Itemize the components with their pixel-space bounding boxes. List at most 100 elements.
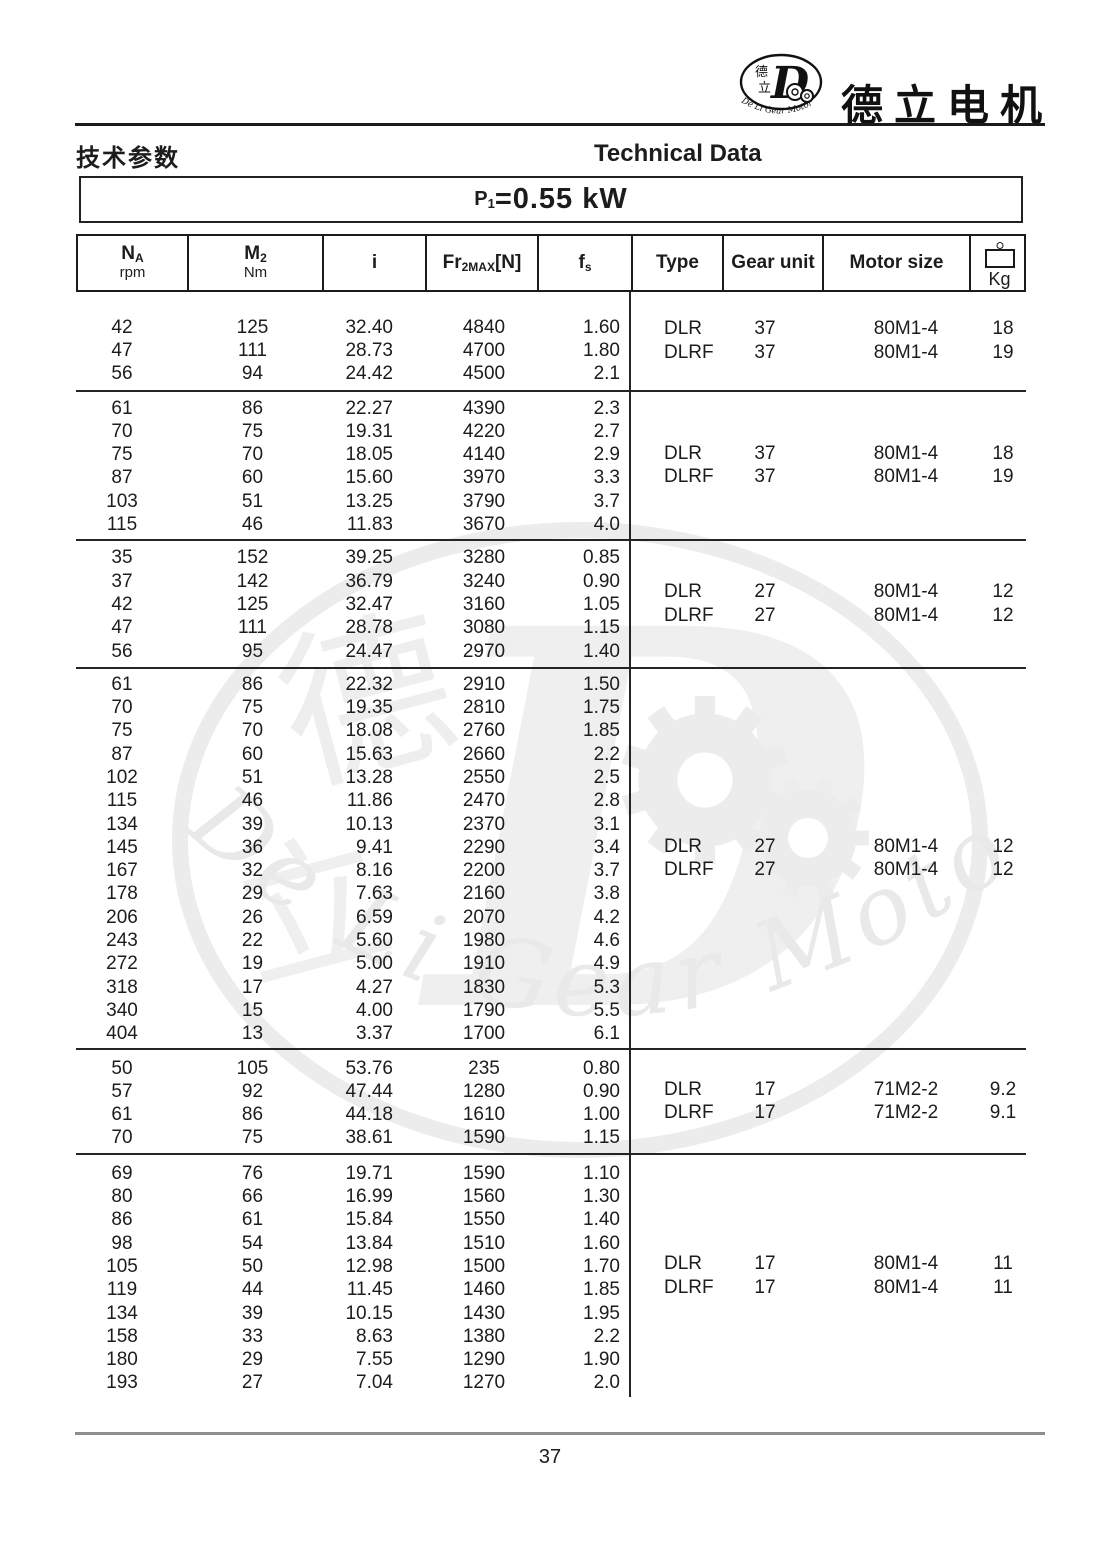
- cell-fr2max: 2200: [462, 860, 506, 882]
- cell-ratio-i: 38.61: [345, 1127, 393, 1149]
- table-row: 115 46 11.83 3670 4.0: [76, 513, 629, 536]
- table-row: 167 32 8.16 2200 3.7: [76, 860, 629, 883]
- col-header-gear-unit: Gear unit: [722, 236, 822, 290]
- cell-motor-size: 80M1-4: [873, 1276, 939, 1298]
- table-row: 87 60 15.60 3970 3.3: [76, 467, 629, 490]
- col-header-na: NA rpm: [119, 243, 146, 282]
- cell-m2-nm: 27: [241, 1372, 264, 1394]
- annotation-row: DLRF 17 80M1-4 11: [631, 1276, 1026, 1299]
- cell-na-rpm: 102: [106, 766, 138, 788]
- cell-m2-nm: 17: [241, 976, 264, 998]
- cell-m2-nm: 66: [241, 1186, 264, 1208]
- table-group: 50 105 53.76 235 0.80 57 92 47.44 1280 0.90 61 86 44…: [76, 1049, 1026, 1156]
- cell-m2-nm: 75: [241, 1127, 264, 1149]
- cell-m2-nm: 125: [236, 593, 269, 615]
- table-row: 145 36 9.41 2290 3.4: [76, 836, 629, 859]
- table-row: 50 105 53.76 235 0.80: [76, 1057, 629, 1080]
- cell-m2-nm: 44: [241, 1279, 264, 1301]
- group-data-rows: 69 76 19.71 1590 1.10 80 66 16.99 1560 1.30 86 61 15…: [76, 1155, 629, 1397]
- cell-gear-unit: 37: [754, 318, 776, 340]
- cell-na-rpm: 134: [106, 813, 138, 835]
- col-header-kg: Kg: [969, 236, 1024, 290]
- cell-ratio-i: 11.83: [346, 514, 393, 536]
- cell-ratio-i: 19.35: [345, 697, 393, 719]
- cell-fr2max: 3280: [462, 547, 506, 569]
- cell-type: DLR: [664, 581, 703, 603]
- cell-type: DLR: [664, 442, 703, 464]
- cell-na-rpm: 178: [106, 883, 138, 905]
- group-annotations: DLR 37 80M1-4 18 DLRF 37 80M1-4 19: [629, 391, 1026, 539]
- cell-m2-nm: 111: [238, 617, 267, 639]
- table-row: 57 92 47.44 1280 0.90: [76, 1080, 629, 1103]
- logo-gears-icon: [786, 83, 814, 103]
- table-row: 70 75 19.35 2810 1.75: [76, 696, 629, 719]
- table-row: 61 86 22.32 2910 1.50: [76, 673, 629, 696]
- cell-na-rpm: 119: [106, 1279, 138, 1301]
- group-data-rows: 50 105 53.76 235 0.80 57 92 47.44 1280 0.90 61 86 44…: [76, 1050, 629, 1153]
- col-header-type: Type: [631, 236, 722, 290]
- cell-na-rpm: 86: [111, 1209, 133, 1231]
- cell-fr2max: 2810: [462, 697, 506, 719]
- col-header-m2: M2 Nm: [187, 236, 322, 290]
- cell-m2-nm: 70: [241, 444, 264, 466]
- cell-na-rpm: 37: [111, 570, 133, 592]
- table-row: 103 51 13.25 3790 3.7: [76, 490, 629, 513]
- cell-fr2max: 2970: [462, 640, 506, 662]
- cell-fr2max: 1980: [462, 930, 506, 952]
- cell-ratio-i: 16.99: [345, 1186, 393, 1208]
- cell-na-rpm: 193: [106, 1372, 138, 1394]
- cell-fr2max: 3080: [462, 617, 506, 639]
- table-group: 69 76 19.71 1590 1.10 80 66 16.99 1560 1.30 86 61 15…: [76, 1155, 1026, 1398]
- cell-fs: 6.1: [593, 1023, 620, 1045]
- group-data-rows: 35 152 39.25 3280 0.85 37 142 36.79 3240 0.90 42 12…: [76, 541, 629, 667]
- cell-na-rpm: 61: [111, 1104, 133, 1126]
- cell-ratio-i: 5.00: [356, 953, 393, 975]
- cell-na-rpm: 47: [111, 339, 133, 361]
- cell-gear-unit: 27: [754, 859, 776, 881]
- table-row: 56 94 24.42 4500 2.1: [76, 363, 629, 386]
- table-row: 61 86 22.27 4390 2.3: [76, 397, 629, 420]
- cell-m2-nm: 95: [241, 640, 264, 662]
- table-row: 69 76 19.71 1590 1.10: [76, 1162, 629, 1185]
- cell-ratio-i: 9.41: [356, 836, 393, 858]
- cell-na-rpm: 115: [106, 514, 138, 536]
- annotation-row: DLR 17 80M1-4 11: [631, 1253, 1026, 1276]
- cell-fr2max: 2470: [462, 790, 506, 812]
- table-row: 70 75 38.61 1590 1.15: [76, 1127, 629, 1150]
- cell-m2-nm: 86: [241, 397, 264, 419]
- cell-weight-kg: 18: [992, 442, 1014, 464]
- annotation-row: DLR 27 80M1-4 12: [631, 581, 1026, 604]
- cell-m2-nm: 125: [236, 316, 269, 338]
- cell-gear-unit: 37: [754, 442, 776, 464]
- cell-m2-nm: 15: [241, 999, 264, 1021]
- cell-fr2max: 1550: [462, 1209, 506, 1231]
- cell-na-rpm: 42: [111, 316, 133, 338]
- cell-fs: 1.05: [583, 593, 620, 615]
- cell-fr2max: 235: [468, 1057, 500, 1079]
- cell-ratio-i: 13.25: [345, 490, 393, 512]
- cell-m2-nm: 46: [241, 790, 264, 812]
- table-body: 42 125 32.40 4840 1.60 47 111 28.73 4700 1.80 56 94…: [76, 292, 1026, 1398]
- logo-char-li: 立: [758, 81, 771, 96]
- cell-na-rpm: 103: [106, 490, 138, 512]
- table-group: 61 86 22.32 2910 1.50 70 75 19.35 2810 1.75 75 70 18…: [76, 669, 1026, 1050]
- table-row: 47 111 28.78 3080 1.15: [76, 617, 629, 640]
- annotation-row: DLR 37 80M1-4 18: [631, 318, 1026, 341]
- cell-m2-nm: 29: [241, 883, 264, 905]
- cell-m2-nm: 46: [241, 514, 264, 536]
- cell-m2-nm: 39: [241, 1302, 264, 1324]
- cell-fs: 3.1: [593, 813, 620, 835]
- cell-gear-unit: 17: [754, 1276, 776, 1298]
- cell-m2-nm: 39: [241, 813, 264, 835]
- cell-ratio-i: 32.40: [345, 316, 393, 338]
- table-row: 80 66 16.99 1560 1.30: [76, 1185, 629, 1208]
- group-data-rows: 61 86 22.27 4390 2.3 70 75 19.31 4220 2.7 75 70 18.0…: [76, 392, 629, 539]
- table-row: 98 54 13.84 1510 1.60: [76, 1232, 629, 1255]
- cell-fr2max: 3240: [462, 570, 506, 592]
- cell-na-rpm: 47: [111, 617, 133, 639]
- cell-fs: 2.9: [593, 444, 620, 466]
- cell-m2-nm: 13: [241, 1023, 264, 1045]
- cell-gear-unit: 27: [754, 604, 776, 626]
- group-data-rows: 61 86 22.32 2910 1.50 70 75 19.35 2810 1.75 75 70 18…: [76, 669, 629, 1048]
